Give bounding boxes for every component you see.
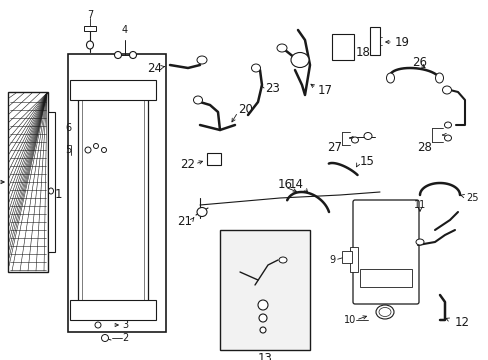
Text: 12: 12 xyxy=(454,315,469,328)
Bar xyxy=(331,34,353,60)
Text: 10: 10 xyxy=(343,315,355,325)
Ellipse shape xyxy=(93,144,98,148)
Text: 13: 13 xyxy=(257,351,272,360)
Ellipse shape xyxy=(276,44,286,52)
Bar xyxy=(369,27,379,55)
Ellipse shape xyxy=(378,307,390,316)
Text: 17: 17 xyxy=(317,84,332,96)
Bar xyxy=(359,269,411,287)
Text: 7: 7 xyxy=(87,10,93,20)
Text: 28: 28 xyxy=(416,141,431,154)
Bar xyxy=(341,251,351,263)
Ellipse shape xyxy=(129,51,136,58)
Text: 24: 24 xyxy=(147,62,162,75)
Text: 15: 15 xyxy=(359,156,374,168)
Bar xyxy=(206,153,221,165)
Bar xyxy=(70,80,156,100)
Text: 19: 19 xyxy=(394,36,409,49)
Text: 1: 1 xyxy=(54,189,62,202)
Text: 5: 5 xyxy=(64,145,71,155)
Ellipse shape xyxy=(290,53,308,68)
Ellipse shape xyxy=(95,322,101,328)
FancyBboxPatch shape xyxy=(352,200,418,304)
Text: 22: 22 xyxy=(180,158,195,171)
Text: 14: 14 xyxy=(288,179,304,192)
Ellipse shape xyxy=(444,122,450,128)
Text: 4: 4 xyxy=(122,25,128,35)
Bar xyxy=(8,92,48,272)
Ellipse shape xyxy=(386,73,394,83)
Ellipse shape xyxy=(197,56,206,64)
Bar xyxy=(82,94,143,306)
Bar xyxy=(48,112,55,252)
Ellipse shape xyxy=(251,64,260,72)
Text: 3: 3 xyxy=(122,320,128,330)
Ellipse shape xyxy=(48,188,53,194)
Ellipse shape xyxy=(415,239,423,245)
Text: 20: 20 xyxy=(238,104,252,117)
Bar xyxy=(68,54,165,332)
Ellipse shape xyxy=(259,314,266,322)
Ellipse shape xyxy=(442,86,450,94)
Ellipse shape xyxy=(363,132,371,139)
Ellipse shape xyxy=(351,137,358,143)
Ellipse shape xyxy=(102,334,108,342)
Ellipse shape xyxy=(197,207,206,216)
Ellipse shape xyxy=(114,51,121,58)
Text: 26: 26 xyxy=(412,55,427,68)
Text: 9: 9 xyxy=(328,255,334,265)
Text: 16: 16 xyxy=(277,179,292,192)
Text: 18: 18 xyxy=(355,45,370,58)
Ellipse shape xyxy=(444,135,450,141)
Ellipse shape xyxy=(102,148,106,153)
Bar xyxy=(70,300,156,320)
Bar xyxy=(220,230,309,350)
Bar xyxy=(78,90,148,310)
Ellipse shape xyxy=(260,327,265,333)
Ellipse shape xyxy=(258,300,267,310)
Bar xyxy=(349,247,357,272)
Ellipse shape xyxy=(85,147,91,153)
Text: 21: 21 xyxy=(177,216,192,229)
Text: 27: 27 xyxy=(326,141,341,154)
Ellipse shape xyxy=(86,41,93,49)
Text: 23: 23 xyxy=(264,81,279,94)
Ellipse shape xyxy=(375,305,393,319)
Text: 25: 25 xyxy=(465,193,478,203)
Ellipse shape xyxy=(435,73,443,83)
Ellipse shape xyxy=(193,96,202,104)
Text: 11: 11 xyxy=(413,200,425,210)
Text: 2: 2 xyxy=(122,333,128,343)
Ellipse shape xyxy=(279,257,286,263)
Bar xyxy=(84,26,96,31)
Text: 6: 6 xyxy=(65,123,71,133)
